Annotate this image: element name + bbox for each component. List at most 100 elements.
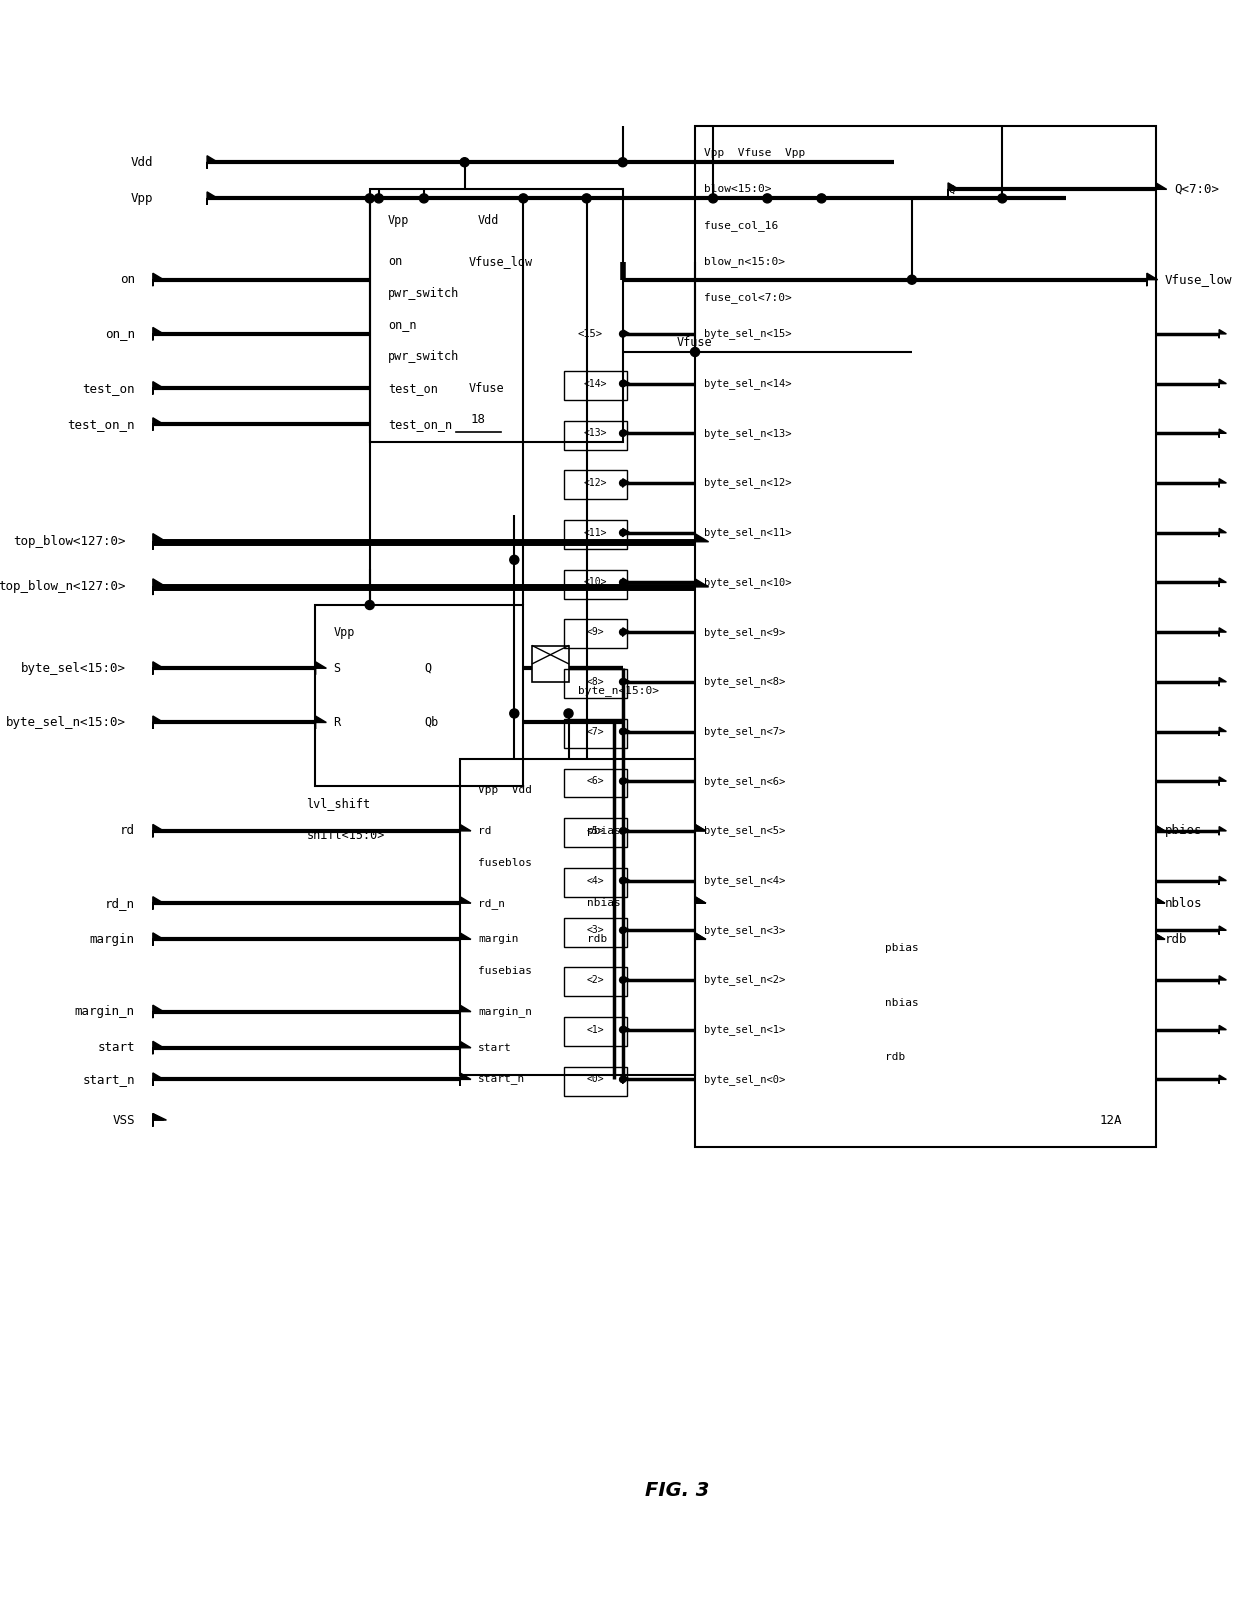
Text: nbias: nbias xyxy=(885,998,919,1007)
Text: <2>: <2> xyxy=(587,975,604,985)
Text: test_on_n: test_on_n xyxy=(388,417,451,431)
Polygon shape xyxy=(949,183,959,196)
Bar xyxy=(564,520,627,549)
Polygon shape xyxy=(153,1006,164,1019)
Text: <5>: <5> xyxy=(587,826,604,836)
Text: byte_sel_n<5>: byte_sel_n<5> xyxy=(704,826,785,836)
Text: <6>: <6> xyxy=(587,776,604,786)
Text: byte_sel_n<13>: byte_sel_n<13> xyxy=(704,428,791,439)
Text: lvl_shift: lvl_shift xyxy=(306,797,371,810)
Text: blow_n<15:0>: blow_n<15:0> xyxy=(704,257,785,268)
Polygon shape xyxy=(696,934,706,946)
Text: start: start xyxy=(479,1043,512,1052)
Text: Vpp: Vpp xyxy=(334,626,355,638)
Polygon shape xyxy=(153,579,166,595)
Bar xyxy=(696,127,1156,1147)
Bar xyxy=(564,371,627,399)
Polygon shape xyxy=(153,273,164,286)
Polygon shape xyxy=(315,715,326,728)
Bar xyxy=(564,470,627,499)
Polygon shape xyxy=(1219,876,1226,885)
Text: <7>: <7> xyxy=(587,727,604,736)
Circle shape xyxy=(620,330,626,337)
Text: rd: rd xyxy=(479,826,491,836)
Text: <10>: <10> xyxy=(584,577,608,587)
Bar xyxy=(564,868,627,897)
Polygon shape xyxy=(1219,926,1226,935)
Polygon shape xyxy=(622,876,630,885)
Bar xyxy=(564,669,627,698)
Polygon shape xyxy=(153,382,164,395)
Circle shape xyxy=(564,709,573,719)
Polygon shape xyxy=(696,579,708,595)
Polygon shape xyxy=(1219,727,1226,736)
Polygon shape xyxy=(622,776,630,786)
Circle shape xyxy=(708,194,718,202)
Circle shape xyxy=(518,194,528,202)
Polygon shape xyxy=(1219,627,1226,637)
Circle shape xyxy=(620,1076,626,1083)
Text: rd: rd xyxy=(120,824,135,837)
Polygon shape xyxy=(153,897,164,909)
Polygon shape xyxy=(1156,934,1164,945)
Text: <14>: <14> xyxy=(584,379,608,388)
Text: <8>: <8> xyxy=(587,677,604,687)
Polygon shape xyxy=(1219,528,1226,537)
Text: S: S xyxy=(334,662,341,675)
Polygon shape xyxy=(622,428,630,438)
Polygon shape xyxy=(696,824,706,837)
Circle shape xyxy=(691,348,699,356)
Polygon shape xyxy=(153,715,164,728)
Polygon shape xyxy=(1156,826,1164,836)
Polygon shape xyxy=(622,826,630,836)
Text: pbias: pbias xyxy=(587,826,620,836)
Circle shape xyxy=(620,977,626,983)
Text: byte_sel_n<10>: byte_sel_n<10> xyxy=(704,577,791,589)
Polygon shape xyxy=(696,534,708,550)
Text: 12A: 12A xyxy=(1100,1113,1122,1126)
Text: byte_sel_n<14>: byte_sel_n<14> xyxy=(704,379,791,390)
Circle shape xyxy=(620,1027,626,1033)
Text: byte_sel_n<6>: byte_sel_n<6> xyxy=(704,776,785,786)
Text: <0>: <0> xyxy=(587,1075,604,1084)
Text: Vdd: Vdd xyxy=(479,215,500,228)
Text: <3>: <3> xyxy=(587,926,604,935)
Bar xyxy=(564,619,627,648)
Polygon shape xyxy=(207,156,218,168)
Bar xyxy=(564,1017,627,1046)
Text: Vdd: Vdd xyxy=(130,156,153,168)
Text: pbias: pbias xyxy=(885,943,919,953)
Text: Vpp  Vdd: Vpp Vdd xyxy=(479,786,532,796)
Circle shape xyxy=(620,728,626,735)
Circle shape xyxy=(620,529,626,536)
Polygon shape xyxy=(1219,478,1226,488)
Circle shape xyxy=(817,194,826,202)
Polygon shape xyxy=(460,824,471,837)
Polygon shape xyxy=(1219,776,1226,786)
Polygon shape xyxy=(1156,183,1167,196)
Circle shape xyxy=(620,778,626,784)
Text: fuse_col_16: fuse_col_16 xyxy=(704,220,779,231)
Text: Vpp  Vfuse  Vpp: Vpp Vfuse Vpp xyxy=(704,148,805,159)
Text: byte_n<15:0>: byte_n<15:0> xyxy=(578,685,658,696)
Circle shape xyxy=(510,709,518,719)
Text: byte_sel_n<15:0>: byte_sel_n<15:0> xyxy=(6,715,125,728)
Polygon shape xyxy=(153,1113,164,1126)
Text: nbias: nbias xyxy=(587,898,620,908)
Bar xyxy=(370,189,622,443)
Polygon shape xyxy=(1219,826,1226,836)
Text: fuseblos: fuseblos xyxy=(479,858,532,868)
Text: byte_sel_n<4>: byte_sel_n<4> xyxy=(704,876,785,885)
Circle shape xyxy=(620,430,626,436)
Text: <15>: <15> xyxy=(578,329,603,338)
Polygon shape xyxy=(153,934,164,946)
Polygon shape xyxy=(1219,329,1226,338)
Text: on: on xyxy=(120,273,135,286)
Circle shape xyxy=(620,380,626,387)
Text: Q<7:0>: Q<7:0> xyxy=(1174,183,1219,196)
Polygon shape xyxy=(622,577,630,587)
Text: test_on_n: test_on_n xyxy=(67,417,135,431)
Text: byte_sel_n<3>: byte_sel_n<3> xyxy=(704,926,785,935)
Text: test_on: test_on xyxy=(388,382,438,395)
Polygon shape xyxy=(460,1041,471,1054)
